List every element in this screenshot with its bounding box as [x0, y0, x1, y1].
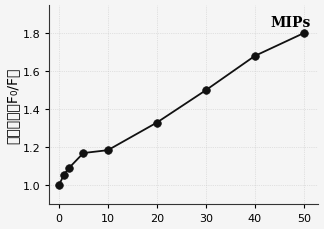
Text: MIPs: MIPs: [270, 16, 310, 29]
Y-axis label: 相对强度（F₀/F）: 相对强度（F₀/F）: [6, 67, 19, 143]
